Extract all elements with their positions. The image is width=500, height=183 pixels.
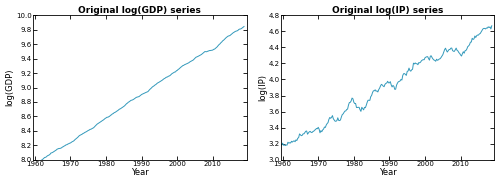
X-axis label: Year: Year: [379, 168, 396, 178]
Title: Original log(GDP) series: Original log(GDP) series: [78, 5, 202, 15]
X-axis label: Year: Year: [131, 168, 149, 178]
Y-axis label: log(IP): log(IP): [258, 74, 267, 101]
Y-axis label: log(GDP): log(GDP): [6, 69, 15, 106]
Title: Original log(IP) series: Original log(IP) series: [332, 5, 444, 15]
